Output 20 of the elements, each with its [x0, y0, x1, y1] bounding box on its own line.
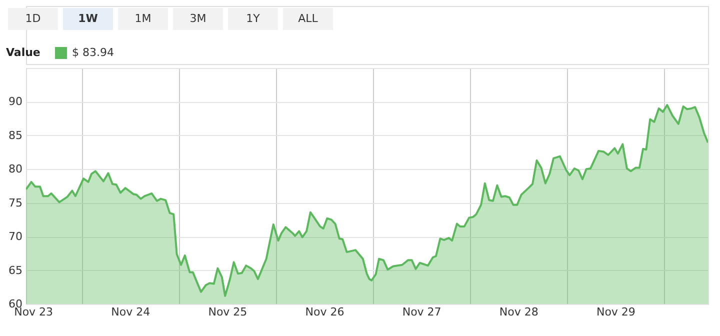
- legend-label: Value: [6, 46, 40, 59]
- y-tick-label: 70: [8, 230, 22, 244]
- x-tick-label: Nov 27: [402, 306, 442, 318]
- x-tick-label: Nov 28: [499, 306, 538, 318]
- text: ALL: [298, 12, 319, 25]
- text: 3M: [190, 12, 206, 25]
- text: 1W: [78, 12, 98, 25]
- y-tick-label: 90: [8, 95, 22, 108]
- text: 1Y: [246, 12, 260, 25]
- x-tick-label: Nov 29: [596, 306, 636, 318]
- y-tick-label: 85: [8, 128, 22, 142]
- text: $ 83.94: [72, 46, 114, 59]
- text: 1M: [134, 12, 152, 25]
- y-tick-label: 80: [8, 162, 22, 176]
- y-tick-label: 65: [8, 264, 22, 277]
- text: 1D: [25, 12, 41, 25]
- x-tick-label: Nov 25: [208, 306, 248, 318]
- x-tick-label: Nov 26: [305, 306, 344, 318]
- y-tick-label: 75: [8, 196, 22, 210]
- x-tick-label: Nov 24: [111, 306, 150, 318]
